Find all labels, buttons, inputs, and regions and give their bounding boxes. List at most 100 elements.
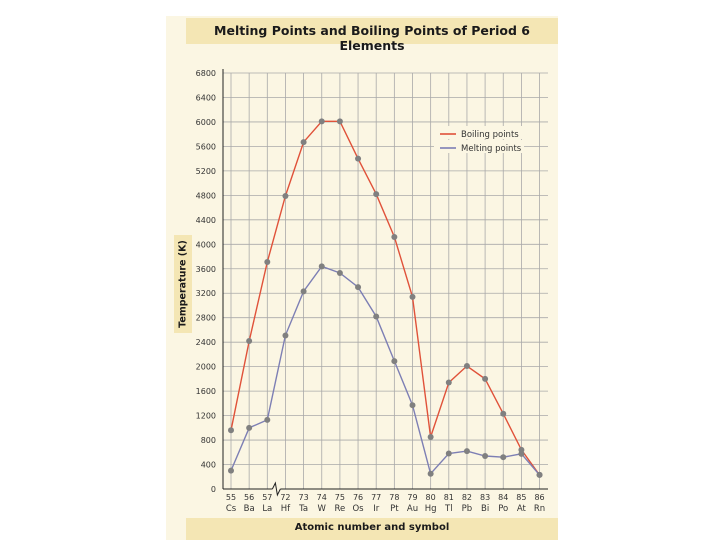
data-point-1-76 [355, 284, 362, 291]
y-tick-label: 400 [201, 461, 216, 470]
data-point-0-72 [282, 192, 289, 199]
x-tick-number: 76 [353, 493, 363, 502]
legend-label: Melting points [461, 144, 522, 154]
legend-bg [434, 140, 524, 153]
y-tick-label: 5600 [196, 142, 216, 151]
x-tick-symbol: Rn [534, 504, 545, 514]
data-point-0-83 [482, 375, 489, 382]
data-point-0-78 [391, 233, 398, 240]
y-tick-label: 0 [211, 485, 216, 494]
data-point-1-74 [318, 263, 325, 270]
data-point-0-55 [228, 427, 234, 434]
x-tick-number: 79 [407, 493, 417, 502]
y-tick-label: 1600 [196, 387, 216, 396]
x-tick-symbol: Po [498, 504, 508, 514]
x-tick-number: 78 [389, 493, 399, 502]
ylabel-band [174, 235, 192, 333]
data-point-1-57 [264, 416, 271, 423]
data-point-1-73 [300, 288, 307, 295]
data-point-0-57 [264, 259, 271, 266]
y-tick-label: 5200 [196, 167, 216, 176]
x-tick-symbol: La [262, 504, 272, 514]
data-point-1-86 [536, 471, 543, 478]
legend-bg [434, 126, 524, 139]
x-tick-symbol: Ta [298, 504, 308, 514]
y-tick-label: 4400 [196, 216, 216, 225]
y-tick-label: 6800 [196, 69, 216, 78]
x-axis-label: Atomic number and symbol [294, 522, 450, 533]
data-point-1-81 [445, 450, 452, 457]
data-point-0-80 [427, 434, 434, 440]
x-tick-number: 80 [426, 493, 436, 502]
x-tick-number: 83 [480, 493, 490, 502]
x-tick-number: 84 [498, 493, 508, 502]
data-point-0-73 [300, 139, 307, 146]
x-tick-number: 77 [371, 493, 381, 502]
x-tick-symbol: Tl [444, 504, 453, 514]
x-tick-number: 57 [262, 493, 272, 502]
data-point-1-84 [500, 454, 507, 461]
x-tick-symbol: Cs [226, 504, 237, 514]
data-point-1-82 [463, 448, 470, 455]
y-tick-label: 4800 [196, 191, 216, 200]
y-tick-label: 1200 [196, 412, 216, 421]
series-line-0 [230, 120, 541, 476]
x-tick-symbol: Re [335, 504, 346, 514]
data-point-1-77 [373, 313, 380, 320]
data-point-1-72 [282, 332, 289, 339]
x-tick-symbol: Hg [425, 504, 437, 514]
data-point-0-75 [336, 118, 343, 125]
data-point-1-55 [228, 467, 234, 474]
x-tick-symbol: Au [407, 504, 418, 514]
x-tick-number: 82 [462, 493, 472, 502]
x-axis-break-icon [271, 481, 281, 497]
data-point-1-80 [427, 470, 434, 477]
data-point-0-77 [373, 191, 380, 198]
y-tick-label: 800 [201, 436, 216, 445]
x-tick-number: 55 [226, 493, 236, 502]
x-tick-number: 72 [280, 493, 290, 502]
title-band [186, 18, 558, 44]
x-tick-symbol: Os [352, 504, 364, 514]
xlabel-band [186, 518, 558, 540]
y-tick-label: 2000 [196, 363, 216, 372]
data-point-1-56 [246, 424, 253, 431]
x-tick-number: 75 [335, 493, 345, 502]
data-point-0-56 [246, 337, 253, 344]
data-point-0-84 [500, 410, 507, 417]
data-point-1-83 [482, 452, 489, 459]
x-tick-symbol: Bi [481, 504, 489, 514]
y-tick-label: 2400 [196, 338, 216, 347]
x-tick-symbol: Hf [281, 504, 291, 514]
series-line-1 [230, 265, 541, 476]
y-tick-label: 2800 [196, 314, 216, 323]
x-tick-number: 74 [317, 493, 327, 502]
x-tick-symbol: At [517, 504, 527, 514]
x-tick-symbol: W [318, 504, 327, 514]
x-tick-symbol: Ir [373, 504, 380, 514]
x-tick-number: 85 [516, 493, 526, 502]
data-point-1-79 [409, 402, 416, 409]
data-point-0-79 [409, 293, 416, 300]
x-tick-number: 73 [299, 493, 309, 502]
data-point-0-81 [445, 379, 452, 386]
x-tick-number: 81 [444, 493, 454, 502]
data-point-1-75 [336, 270, 343, 277]
data-point-1-78 [391, 358, 398, 365]
y-tick-label: 6400 [196, 93, 216, 102]
x-tick-symbol: Ba [244, 504, 255, 514]
y-tick-label: 3200 [196, 289, 216, 298]
data-point-0-82 [463, 363, 470, 370]
y-tick-label: 4000 [196, 240, 216, 249]
x-tick-number: 86 [534, 493, 544, 502]
x-tick-symbol: Pb [462, 504, 473, 514]
x-tick-symbol: Pt [390, 504, 399, 514]
y-tick-label: 3600 [196, 265, 216, 274]
data-point-0-76 [355, 155, 362, 162]
legend-label: Boiling points [461, 130, 519, 140]
x-tick-number: 56 [244, 493, 254, 502]
y-tick-label: 6000 [196, 118, 216, 127]
chart-title: Melting Points and Boiling Points of Per… [214, 23, 530, 53]
data-point-0-74 [318, 118, 325, 125]
